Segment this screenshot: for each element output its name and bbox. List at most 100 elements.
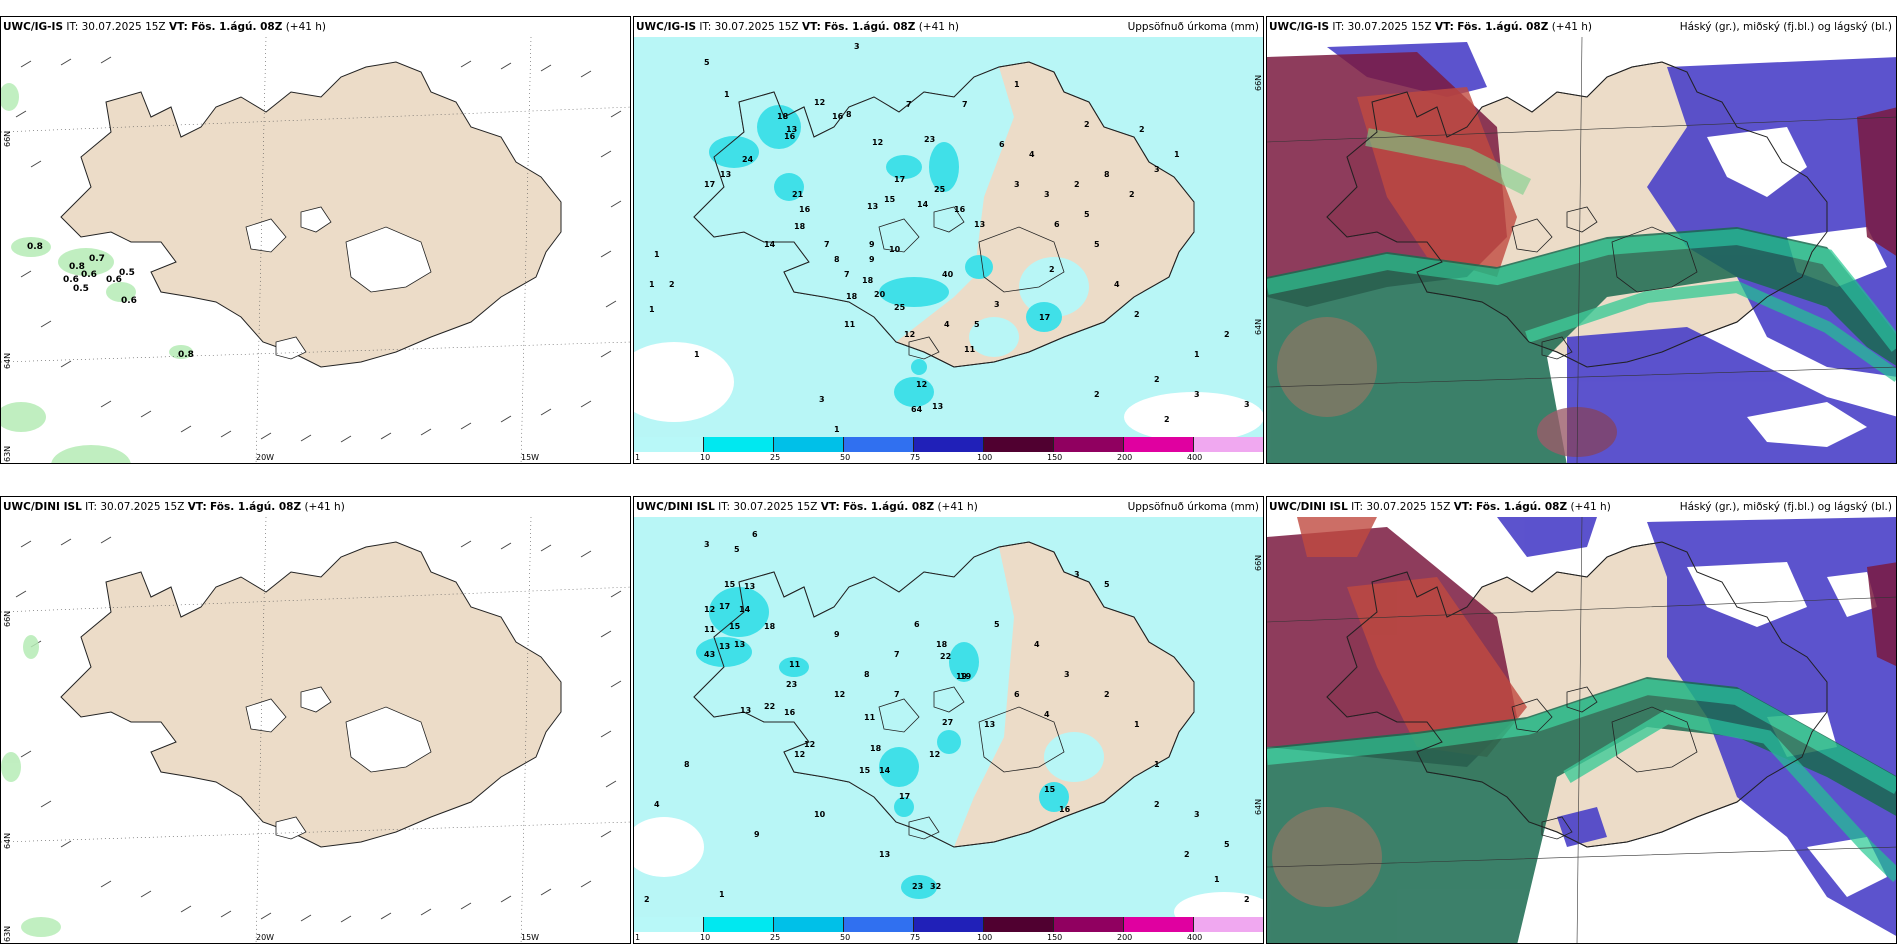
value-label: 7 [894,690,900,699]
colorbar-tick: 25 [770,933,781,942]
value-label: 0.6 [106,275,122,285]
value-label: 11 [704,625,716,634]
value-label: 2 [669,280,675,289]
value-label: 15 [884,195,896,204]
colorbar-tick: 50 [840,933,851,942]
value-label: 11 [964,345,976,354]
colorbar-segment [634,437,704,452]
colorbar-segment [1124,437,1194,452]
precip-colorbar: 1 10 25 50 75 100 150 200 400 [634,917,1263,943]
precip-value-labels: 3 5 13 15 17 14 12 11 15 18 13 13 11 43 … [644,530,1250,904]
lat-label: 66N [1254,74,1263,91]
value-label: 4 [1034,640,1040,649]
value-label: 8 [846,110,852,119]
value-label: 6 [1014,690,1020,699]
value-label: 5 [1104,580,1110,589]
value-label: 12 [794,750,805,759]
lat-label: 66N [3,130,12,147]
value-label: 8 [684,760,690,769]
panel-title: Uppsöfnuð úrkoma (mm) [1127,21,1259,33]
value-label: 12 [904,330,915,339]
value-label: 23 [786,680,797,689]
value-label: 1 [834,425,840,434]
lat-label: 64N [3,352,12,369]
value-label: 3 [819,395,825,404]
value-label: 18 [870,744,882,753]
value-label: 1 [649,280,655,289]
value-label: 40 [942,270,954,279]
lat-label: 64N [3,832,12,849]
value-label: 5 [704,58,710,67]
panel-header: UWC/IG-IS IT: 30.07.2025 15Z VT: Fös. 1.… [1269,21,1593,33]
value-label: 14 [739,605,751,614]
value-label: 6 [752,530,758,539]
value-label: 5 [974,320,980,329]
value-label: 6 [1054,220,1060,229]
value-label: 18 [862,276,874,285]
value-label: 1 [1154,760,1160,769]
value-label: 16 [954,205,966,214]
value-label: 3 [854,42,860,51]
value-label: 9 [754,830,760,839]
value-label: 17 [719,602,730,611]
colorbar-segment [1054,917,1124,932]
value-label: 12 [814,98,825,107]
value-label: 8 [834,255,840,264]
value-label: 1 [1174,150,1180,159]
panel-title: Uppsöfnuð úrkoma (mm) [1127,501,1259,513]
value-label: 18 [764,622,776,631]
colorbar-tick: 1 [635,933,641,942]
wind-map: 0.8 0.8 0.7 0.6 0.5 0.6 0.6 0.5 0.6 0.8 [1,37,630,463]
value-label: 17 [894,175,905,184]
heavy-precip-cells [709,105,1062,407]
value-label: 16 [799,205,811,214]
value-label: 17 [704,180,715,189]
value-label: 2 [1154,800,1160,809]
value-label: 13 [720,170,731,179]
value-label: 18 [936,640,948,649]
grid-lines [1267,37,1896,463]
value-label: 1 [1214,875,1220,884]
colorbar-segment [844,437,914,452]
value-label: 3 [1194,810,1200,819]
value-label: 18 [846,292,858,301]
colorbar-tick: 150 [1047,933,1063,942]
colorbar-segment [774,917,844,932]
value-label: 2 [1244,895,1250,904]
value-label: 1 [654,250,660,259]
value-label: 0.6 [81,270,97,280]
value-label: 7 [962,100,968,109]
value-label: 14 [917,200,929,209]
value-label: 7 [894,650,900,659]
value-label: 7 [824,240,830,249]
value-label: 0.5 [73,284,89,294]
value-label: 0.7 [89,254,105,264]
lon-label: 20W [256,933,275,942]
panel-title: Háský (gr.), miðský (fj.bl.) og lágský (… [1679,501,1892,513]
cloud-map [1267,37,1896,463]
colorbar-segment [1194,437,1263,452]
panel-header: UWC/DINI ISL IT: 30.07.2025 15Z VT: Fös.… [1269,501,1611,513]
value-label: 15 [724,580,736,589]
lat-label: 66N [1254,554,1263,571]
value-label: 16 [784,132,796,141]
value-label: 2 [1184,850,1190,859]
colorbar-tick: 200 [1117,453,1133,462]
wind-value-labels: 0.8 0.8 0.7 0.6 0.5 0.6 0.6 0.5 0.6 0.8 [27,242,194,360]
panel-cloud-igis: UWC/IG-IS IT: 30.07.2025 15Z VT: Fös. 1.… [1266,16,1897,464]
value-label: 0.6 [63,275,79,285]
value-label: 13 [740,706,751,715]
colorbar-tick: 1 [635,453,641,462]
value-label: 6 [999,140,1005,149]
colorbar-segment [774,437,844,452]
value-label: 0.6 [121,296,137,306]
value-label: 16 [784,708,796,717]
colorbar-tick: 75 [910,933,921,942]
panel-precip-dini: UWC/DINI ISL IT: 30.07.2025 15Z VT: Fös.… [633,496,1264,944]
dry-areas [634,817,1263,919]
value-label: 1 [649,305,655,314]
precip-value-labels: 3 5 12 16 13 18 16 24 13 17 21 16 18 12 … [649,42,1250,434]
lat-label: 63N [3,925,12,942]
colorbar-segment [984,437,1054,452]
value-label: 3 [1064,670,1070,679]
